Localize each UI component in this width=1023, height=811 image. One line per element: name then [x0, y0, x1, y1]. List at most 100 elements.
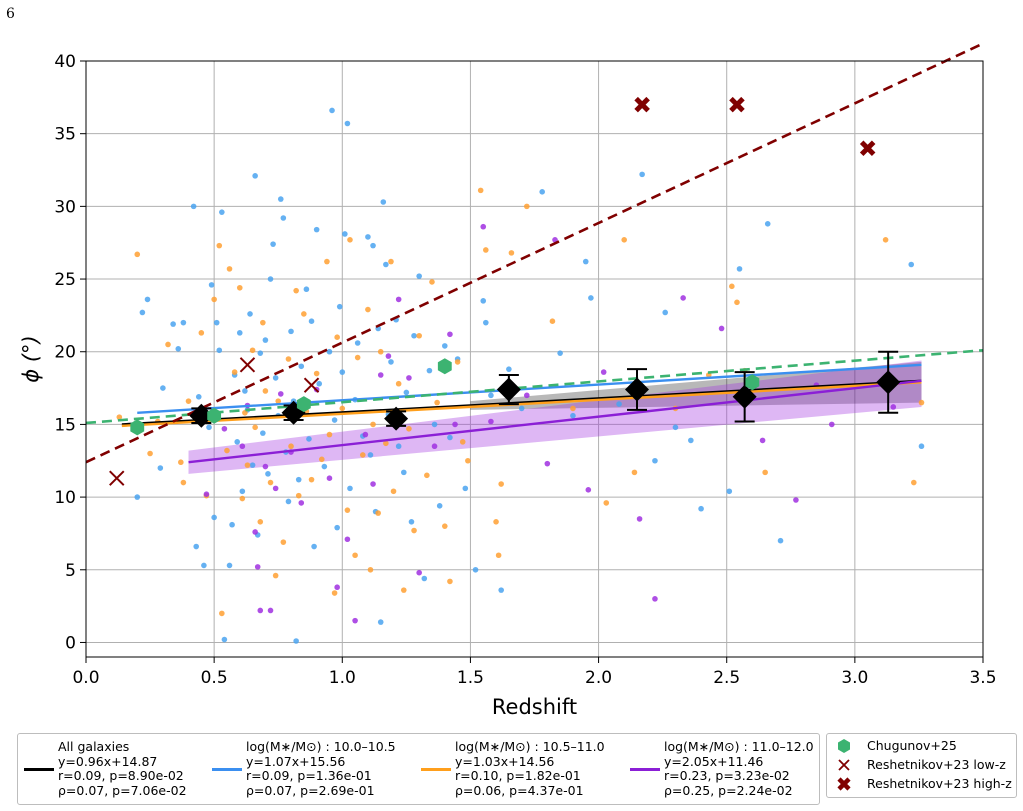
scatter-point-blue	[698, 505, 704, 512]
scatter-point-purple	[680, 295, 686, 301]
reshetnikov-low-point	[303, 377, 320, 393]
scatter-point-orange	[165, 341, 171, 348]
scatter-point-orange	[424, 472, 430, 479]
binned-mean-diamond	[496, 377, 521, 402]
scatter-point-blue	[726, 488, 733, 495]
scatter-point-blue	[616, 401, 622, 407]
scatter-point-blue	[144, 296, 151, 303]
x-tick-label: 3.5	[969, 668, 996, 688]
scatter-point-blue	[213, 319, 220, 326]
y-tick-label: 10	[54, 488, 76, 508]
legend-line3-m1: ρ=0.07, p=2.69e-01	[246, 782, 375, 798]
legend-hexagon-icon	[838, 739, 850, 753]
scatter-point-blue	[139, 309, 146, 316]
scatter-point-blue	[480, 298, 487, 304]
x-axis-label: Redshift	[492, 695, 577, 719]
scatter-point-blue	[270, 241, 276, 247]
binned-mean-diamond	[384, 406, 409, 431]
binned-mean-diamond	[876, 370, 901, 395]
trend-line-m1	[137, 363, 922, 414]
scatter-point-orange	[549, 318, 556, 325]
scatter-point-purple	[488, 418, 494, 425]
scatter-point-orange	[293, 287, 299, 294]
scatter-point-blue	[488, 392, 494, 399]
scatter-point-blue	[652, 457, 658, 464]
legend-line2-m2: r=0.10, p=1.82e-01	[455, 768, 581, 783]
scatter-point-purple	[759, 437, 766, 444]
scatter-point-orange	[365, 306, 371, 313]
scatter-point-orange	[508, 250, 515, 256]
scatter-point-orange	[882, 237, 889, 243]
scatter-point-blue	[303, 286, 310, 293]
scatter-point-orange	[375, 510, 381, 516]
scatter-point-blue	[736, 266, 743, 272]
scatter-point-blue	[388, 359, 394, 365]
scatter-point-orange	[498, 481, 504, 487]
scatter-point-purple	[262, 463, 269, 470]
chugunov-point	[437, 358, 452, 375]
reference-legend: Chugunov+25 Reshetnikov+23 low-z Reshetn…	[826, 733, 1017, 798]
scatter-point-blue	[265, 471, 271, 477]
legend-line3-m2: ρ=0.06, p=4.37e-01	[455, 782, 584, 798]
legend-line-m2	[421, 768, 451, 771]
scatter-point-orange	[216, 242, 223, 249]
scatter-point-blue	[242, 388, 248, 394]
scatter-point-blue	[288, 328, 294, 335]
confidence-band-all	[470, 361, 922, 410]
scatter-point-blue	[134, 494, 141, 500]
scatter-point-orange	[244, 462, 251, 468]
scatter-point-blue	[688, 437, 694, 444]
scatter-point-orange	[267, 479, 274, 486]
scatter-point-orange	[459, 439, 466, 445]
scatter-point-orange	[631, 469, 638, 476]
scatter-point-purple	[272, 485, 279, 492]
scatter-point-orange	[493, 519, 499, 525]
scatter-point-blue	[339, 369, 346, 375]
scatter-point-blue	[557, 350, 563, 356]
scatter-point-blue	[447, 434, 453, 441]
scatter-point-blue	[370, 242, 376, 249]
scatter-point-orange	[377, 348, 384, 355]
scatter-point-purple	[828, 421, 835, 428]
scatter-point-orange	[416, 332, 422, 339]
scatter-point-orange	[524, 203, 530, 210]
scatter-point-purple	[254, 564, 261, 570]
scatter-point-blue	[180, 319, 187, 326]
scatter-point-blue	[442, 343, 448, 349]
scatter-point-orange	[406, 425, 412, 432]
x-tick-label: 2.5	[713, 668, 740, 688]
scatter-point-blue	[195, 393, 202, 400]
legend-label-chugunov: Chugunov+25	[867, 738, 957, 753]
scatter-point-orange	[231, 369, 238, 375]
scatter-point-purple	[352, 617, 358, 624]
scatter-point-blue	[639, 171, 645, 178]
y-tick-label: 35	[54, 125, 76, 145]
scatter-point-blue	[908, 261, 915, 268]
scatter-point-purple	[344, 536, 351, 543]
scatter-point-orange	[308, 476, 315, 483]
scatter-point-orange	[147, 450, 153, 457]
scatter-point-blue	[539, 189, 545, 195]
scatter-point-orange	[347, 237, 353, 243]
scatter-point-orange	[570, 405, 576, 412]
x-tick-label: 3.0	[841, 668, 868, 688]
scatter-chart: 0.0 0.5 1.0 1.5 2.0 2.5 3.0 3.5 0 5 10 15 20 25 30 35 40…	[19, 42, 997, 719]
legend-line1-all: y=0.96x+14.87	[58, 753, 158, 769]
chugunov-point	[130, 419, 145, 436]
scatter-point-purple	[447, 331, 453, 338]
scatter-point-orange	[211, 296, 217, 303]
scatter-point-blue	[219, 209, 225, 215]
scatter-point-orange	[288, 443, 294, 450]
scatter-point-blue	[257, 350, 264, 356]
scatter-point-blue	[354, 340, 361, 346]
scatter-point-blue	[262, 337, 269, 343]
confidence-band-m3	[188, 360, 922, 474]
scatter-point-blue	[211, 514, 217, 521]
scatter-point-blue	[249, 462, 256, 468]
scatter-point-blue	[383, 261, 389, 268]
legend-line-m3	[630, 768, 660, 771]
legend-x-icon	[838, 759, 850, 771]
scatter-point-purple	[793, 497, 799, 503]
legend-title-m3: log(M∗/M⊙) : 11.0–12.0	[664, 739, 814, 754]
scatter-point-orange	[729, 283, 735, 290]
